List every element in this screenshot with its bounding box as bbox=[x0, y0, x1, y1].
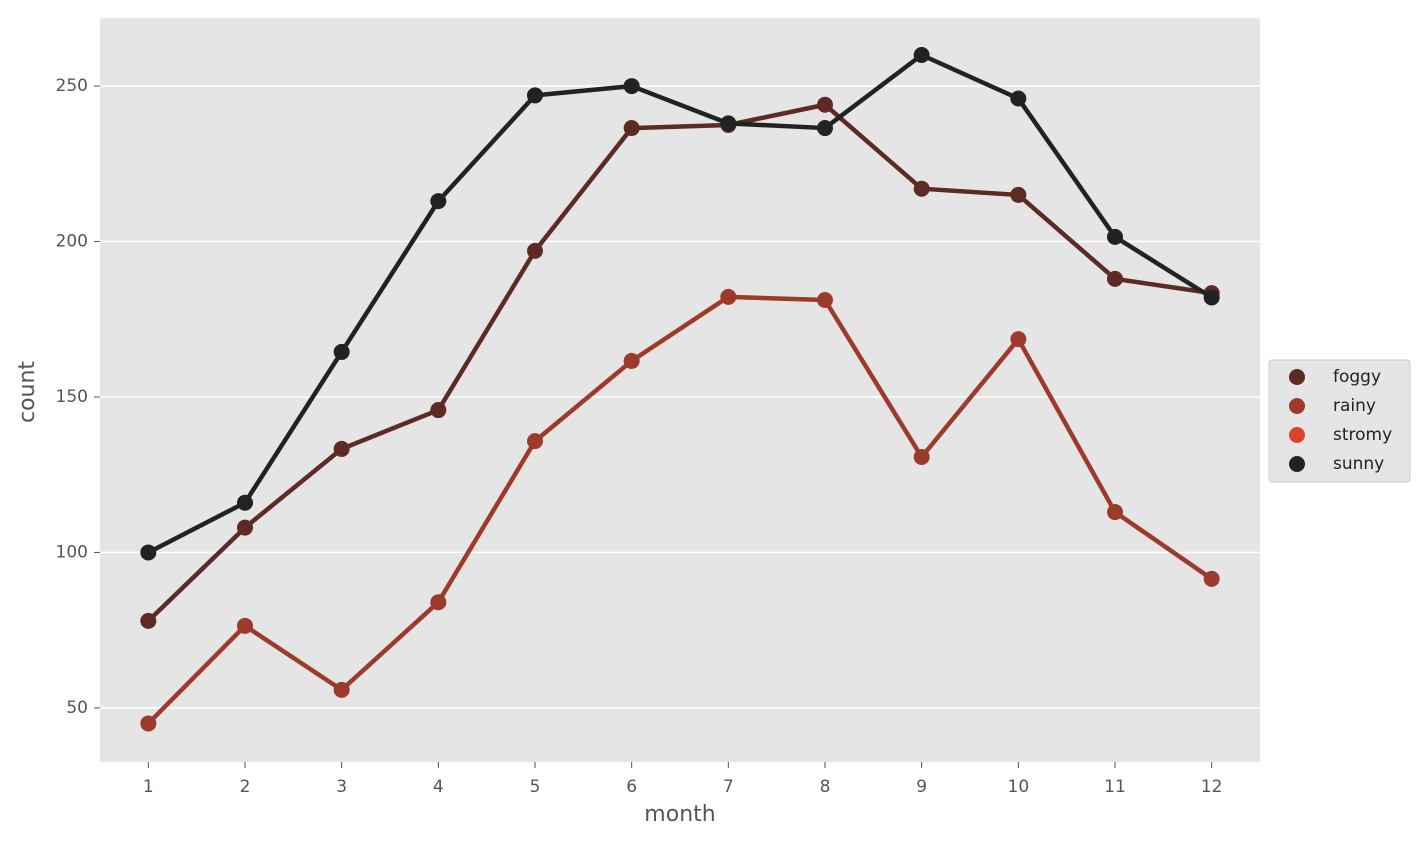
point bbox=[913, 449, 930, 466]
point bbox=[623, 352, 640, 369]
y-tick-label: 100 bbox=[56, 542, 88, 562]
x-tick-label: 4 bbox=[433, 777, 444, 797]
point bbox=[1203, 289, 1220, 306]
point bbox=[817, 120, 833, 137]
x-axis-label: month bbox=[644, 802, 715, 827]
x-tick-label: 6 bbox=[626, 777, 637, 797]
x-tick-label: 11 bbox=[1104, 777, 1126, 797]
y-tick-label: 250 bbox=[56, 76, 88, 96]
x-tick-label: 2 bbox=[240, 777, 251, 797]
point bbox=[623, 120, 640, 137]
x-tick-label: 7 bbox=[723, 777, 734, 797]
point bbox=[1107, 504, 1123, 521]
legend-marker bbox=[1289, 398, 1305, 414]
point bbox=[1010, 331, 1027, 348]
x-tick-label: 1 bbox=[143, 777, 154, 797]
point bbox=[430, 193, 447, 210]
point bbox=[140, 612, 157, 629]
y-tick-label: 150 bbox=[56, 387, 88, 407]
point bbox=[430, 594, 447, 611]
point bbox=[527, 433, 543, 450]
y-axis-label: count bbox=[15, 361, 40, 423]
point bbox=[623, 78, 640, 95]
point bbox=[1107, 228, 1123, 245]
legend-label: stromy bbox=[1333, 425, 1392, 445]
legend-marker bbox=[1289, 456, 1305, 472]
series-line bbox=[146, 294, 1213, 726]
point bbox=[237, 617, 253, 634]
x-tick-label: 12 bbox=[1201, 777, 1223, 797]
x-tick-label: 3 bbox=[336, 777, 347, 797]
x-tick-label: 9 bbox=[916, 777, 927, 797]
point bbox=[237, 519, 253, 536]
legend-box bbox=[1268, 359, 1411, 483]
point bbox=[333, 440, 350, 457]
point bbox=[527, 87, 543, 104]
point bbox=[333, 343, 350, 360]
y-tick-label: 50 bbox=[66, 698, 88, 718]
point bbox=[720, 288, 737, 305]
point bbox=[913, 46, 930, 63]
point bbox=[140, 544, 157, 561]
x-tick-label: 5 bbox=[530, 777, 541, 797]
point bbox=[333, 681, 350, 698]
legend-marker bbox=[1289, 369, 1305, 385]
y-tick-label: 200 bbox=[56, 232, 88, 252]
legend-marker bbox=[1289, 427, 1305, 443]
x-tick-label: 10 bbox=[1008, 777, 1030, 797]
series-line bbox=[146, 102, 1212, 623]
point bbox=[1010, 90, 1027, 107]
point bbox=[1107, 270, 1123, 287]
point bbox=[237, 494, 253, 511]
legend-label: rainy bbox=[1333, 396, 1376, 416]
point bbox=[1203, 570, 1220, 587]
legend-label: foggy bbox=[1333, 367, 1381, 387]
point bbox=[430, 402, 447, 419]
series-line bbox=[147, 52, 1213, 555]
point bbox=[817, 291, 833, 308]
point bbox=[527, 242, 543, 259]
x-tick-label: 8 bbox=[820, 777, 831, 797]
point bbox=[1010, 186, 1027, 203]
point bbox=[817, 96, 833, 113]
legend-label: sunny bbox=[1333, 454, 1384, 474]
point bbox=[913, 180, 930, 197]
point bbox=[140, 715, 157, 732]
plot-background bbox=[100, 18, 1260, 762]
point bbox=[720, 115, 737, 132]
